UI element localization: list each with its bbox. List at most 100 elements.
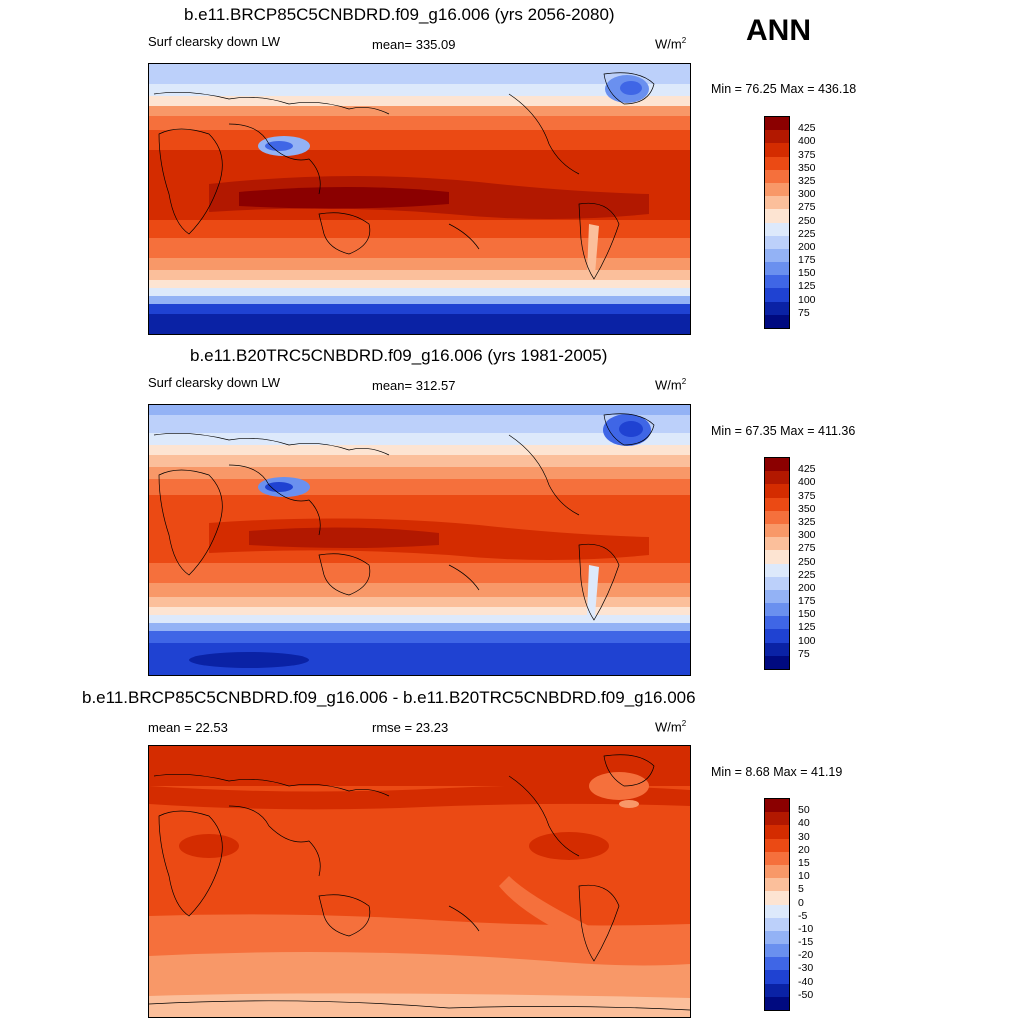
colorbar-tick-label: 400 [798,135,816,148]
colorbar-segment [765,944,789,958]
colorbar-tick-label: 15 [798,856,810,869]
colorbar-segment [765,484,789,498]
colorbar-tick-label: 100 [798,293,816,306]
colorbar-tick-label: 5 [798,883,804,896]
colorbar-segment [765,983,789,997]
panel-1-variable-label: Surf clearsky down LW [148,34,280,49]
colorbar-segment [765,288,789,302]
colorbar-tick-label: 150 [798,267,816,280]
panel-1-mean-label: mean= 335.09 [372,37,456,52]
colorbar-segment [765,616,789,630]
colorbar-tick-label: 350 [798,161,816,174]
colorbar-tick-label: 250 [798,214,816,227]
colorbar-tick-label: -20 [798,949,814,962]
colorbar-tick-label: 325 [798,174,816,187]
panel-2-minmax: Min = 67.35 Max = 411.36 [711,424,856,438]
colorbar-segment [765,957,789,971]
colorbar-segment [765,196,789,210]
colorbar-tick-label: 10 [798,870,810,883]
colorbar-tick-label: -15 [798,936,814,949]
colorbar-segment [765,563,789,577]
colorbar-segment [765,222,789,236]
colorbar-segment [765,130,789,144]
colorbar-tick-label: 225 [798,227,816,240]
colorbar-tick-label: 200 [798,581,816,594]
colorbar-tick-label: 425 [798,122,816,135]
panel-3-title: b.e11.BRCP85C5CNBDRD.f09_g16.006 - b.e11… [82,688,696,707]
panel-1-colorbar [764,116,790,329]
colorbar-segment [765,799,789,813]
panel-3-minmax: Min = 8.68 Max = 41.19 [711,765,843,779]
panel-3-map [148,745,691,1018]
colorbar-segment [765,248,789,263]
colorbar-tick-label: -50 [798,988,814,1001]
panel-2-title: b.e11.B20TRC5CNBDRD.f09_g16.006 (yrs 198… [190,346,608,365]
colorbar-segment [765,891,789,905]
colorbar-segment [765,471,789,485]
colorbar-tick-label: 250 [798,555,816,568]
colorbar-segment [765,970,789,984]
colorbar-segment [765,629,789,643]
colorbar-segment [765,930,789,945]
panel-2-variable-label: Surf clearsky down LW [148,375,280,390]
colorbar-segment [765,996,789,1010]
colorbar-tick-label: 20 [798,843,810,856]
colorbar-tick-label: 400 [798,476,816,489]
colorbar-segment [765,497,789,511]
colorbar-tick-label: 100 [798,634,816,647]
colorbar-segment [765,904,789,918]
colorbar-tick-label: 175 [798,595,816,608]
panel-1-units: W/m2 [655,36,687,52]
colorbar-segment [765,262,789,276]
colorbar-segment [765,576,789,590]
colorbar-segment [765,156,789,170]
colorbar-segment [765,209,789,223]
colorbar-segment [765,275,789,289]
colorbar-tick-label: -40 [798,975,814,988]
colorbar-tick-label: 125 [798,280,816,293]
colorbar-segment [765,603,789,617]
colorbar-tick-label: 125 [798,621,816,634]
colorbar-tick-label: 275 [798,542,816,555]
colorbar-tick-label: 300 [798,529,816,542]
colorbar-segment [765,825,789,839]
colorbar-segment [765,878,789,892]
panel-1-title: b.e11.BRCP85C5CNBDRD.f09_g16.006 (yrs 20… [184,5,615,24]
colorbar-tick-label: 200 [798,240,816,253]
panel-2-map [148,404,691,676]
colorbar-segment [765,314,789,328]
panel-2-mean-label: mean= 312.57 [372,378,456,393]
season-label: ANN [746,14,811,47]
colorbar-tick-label: -5 [798,909,808,922]
colorbar-tick-label: 150 [798,608,816,621]
colorbar-tick-label: 375 [798,489,816,502]
colorbar-tick-label: 350 [798,502,816,515]
colorbar-tick-label: 375 [798,148,816,161]
colorbar-tick-label: 300 [798,188,816,201]
colorbar-segment [765,537,789,551]
colorbar-segment [765,235,789,249]
colorbar-segment [765,523,789,538]
panel-3-mean-label: mean = 22.53 [148,720,228,735]
colorbar-segment [765,655,789,669]
panel-2-colorbar [764,457,790,670]
colorbar-segment [765,182,789,197]
colorbar-tick-label: 40 [798,817,810,830]
colorbar-tick-label: 50 [798,804,810,817]
colorbar-tick-label: 175 [798,254,816,267]
colorbar-segment [765,458,789,472]
colorbar-segment [765,169,789,183]
colorbar-tick-label: 75 [798,306,810,319]
colorbar-segment [765,117,789,131]
colorbar-segment [765,917,789,931]
colorbar-tick-label: 325 [798,515,816,528]
colorbar-segment [765,510,789,524]
colorbar-segment [765,301,789,315]
colorbar-tick-label: 225 [798,568,816,581]
colorbar-tick-label: -10 [798,922,814,935]
colorbar-tick-label: 275 [798,201,816,214]
colorbar-segment [765,838,789,852]
colorbar-segment [765,642,789,656]
colorbar-segment [765,589,789,604]
colorbar-tick-label: -30 [798,962,814,975]
